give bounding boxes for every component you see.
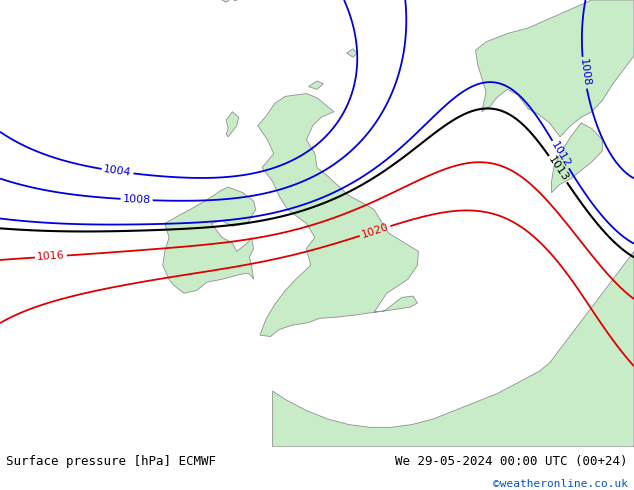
Polygon shape	[309, 81, 323, 89]
Text: 1020: 1020	[360, 222, 390, 240]
Text: 1012: 1012	[549, 140, 572, 169]
Polygon shape	[163, 187, 256, 294]
Polygon shape	[222, 0, 230, 2]
Text: 1004: 1004	[103, 165, 133, 178]
Polygon shape	[552, 123, 602, 193]
Polygon shape	[258, 94, 418, 337]
Polygon shape	[230, 0, 239, 1]
Polygon shape	[273, 251, 634, 447]
Text: 1008: 1008	[578, 58, 591, 87]
Text: ©weatheronline.co.uk: ©weatheronline.co.uk	[493, 479, 628, 489]
Polygon shape	[476, 0, 634, 137]
Text: 1013: 1013	[546, 155, 570, 183]
Polygon shape	[347, 49, 357, 57]
Text: Surface pressure [hPa] ECMWF: Surface pressure [hPa] ECMWF	[6, 456, 216, 468]
Polygon shape	[226, 112, 239, 137]
Text: 1008: 1008	[122, 194, 151, 205]
Text: 1016: 1016	[37, 251, 65, 263]
Text: We 29-05-2024 00:00 UTC (00+24): We 29-05-2024 00:00 UTC (00+24)	[395, 456, 628, 468]
